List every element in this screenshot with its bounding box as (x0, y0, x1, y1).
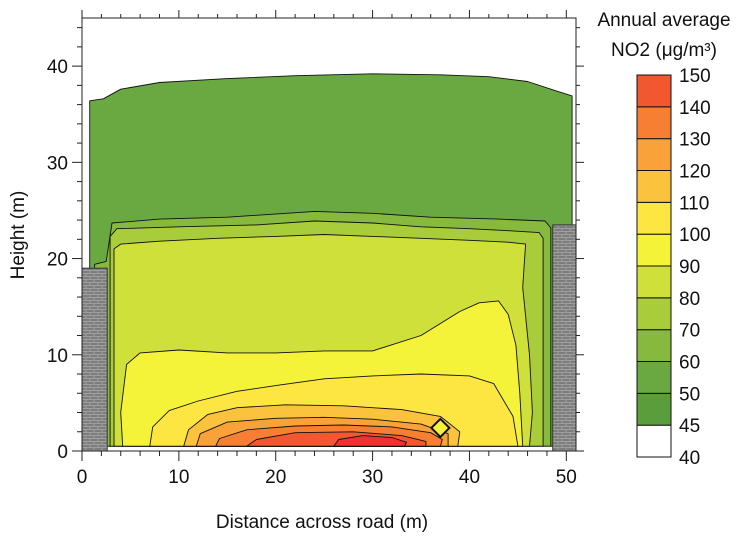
x-tick-label: 30 (362, 467, 383, 488)
legend-label-100: 100 (679, 225, 711, 246)
legend-label-120: 120 (679, 162, 711, 183)
contour-region-150 (333, 435, 407, 447)
y-tick-label: 20 (47, 250, 68, 271)
legend-label-130: 130 (679, 130, 711, 151)
legend: Annual average NO2 (μg/m³) 40 45 50 60 70 80 9… (597, 10, 730, 469)
y-axis-title: Height (m) (8, 191, 29, 280)
legend-label-60: 60 (679, 353, 700, 374)
x-axis-title: Distance across road (m) (216, 512, 428, 533)
legend-swatch-80 (636, 265, 672, 299)
x-tick-label: 50 (556, 467, 577, 488)
x-tick-label: 10 (168, 467, 189, 488)
y-tick-label: 40 (47, 57, 68, 78)
legend-swatches (636, 74, 672, 458)
legend-swatch-70 (636, 297, 672, 331)
legend-label-45: 45 (679, 416, 700, 437)
legend-label-70: 70 (679, 321, 700, 342)
plot-frame (81, 17, 577, 452)
legend-swatch-60 (636, 329, 672, 362)
building-right (552, 224, 577, 452)
legend-title-line1: Annual average (597, 10, 730, 31)
y-tick-label: 10 (47, 346, 68, 367)
legend-swatch-140 (636, 74, 672, 108)
legend-swatch-50 (636, 361, 672, 394)
legend-labels: 40 45 50 60 70 80 90 100 110 120 130 140 150 (679, 66, 711, 469)
contour-regions (89, 73, 573, 447)
legend-title-line2: NO2 (μg/m³) (611, 40, 717, 61)
legend-label-150: 150 (679, 66, 711, 87)
legend-label-90: 90 (679, 257, 700, 278)
legend-swatch-130 (636, 106, 672, 140)
y-axis: 0 10 20 30 40 (47, 27, 584, 463)
legend-label-140: 140 (679, 98, 711, 119)
legend-swatch-120 (636, 138, 672, 172)
y-tick-label: 0 (57, 442, 68, 463)
marker-layer (429, 417, 451, 439)
legend-swatch-110 (636, 170, 672, 203)
legend-label-80: 80 (679, 289, 700, 310)
legend-label-50: 50 (679, 384, 700, 405)
legend-swatch-90 (636, 233, 672, 267)
x-axis: 0 10 20 30 40 50 (77, 10, 577, 488)
x-tick-label: 20 (265, 467, 286, 488)
legend-swatch-45 (636, 392, 672, 426)
buildings (81, 224, 577, 452)
x-tick-label: 0 (77, 467, 88, 488)
y-tick-label: 30 (47, 153, 68, 174)
building-left (81, 267, 108, 452)
receptor-marker (429, 417, 451, 439)
x-tick-label: 40 (459, 467, 480, 488)
legend-label-40: 40 (679, 448, 700, 469)
legend-swatch-100 (636, 201, 672, 235)
legend-swatch-40 (636, 424, 672, 458)
legend-label-110: 110 (679, 193, 709, 214)
